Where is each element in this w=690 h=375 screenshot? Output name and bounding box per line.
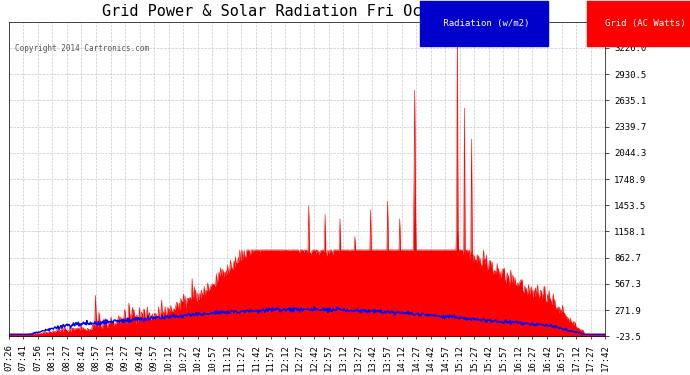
Text: Grid (AC Watts): Grid (AC Watts) (605, 19, 686, 28)
Title: Grid Power & Solar Radiation Fri Oct 31 17:46: Grid Power & Solar Radiation Fri Oct 31 … (101, 4, 512, 19)
Text: Copyright 2014 Cartronics.com: Copyright 2014 Cartronics.com (14, 44, 149, 53)
Text: Radiation (w/m2): Radiation (w/m2) (438, 19, 529, 28)
